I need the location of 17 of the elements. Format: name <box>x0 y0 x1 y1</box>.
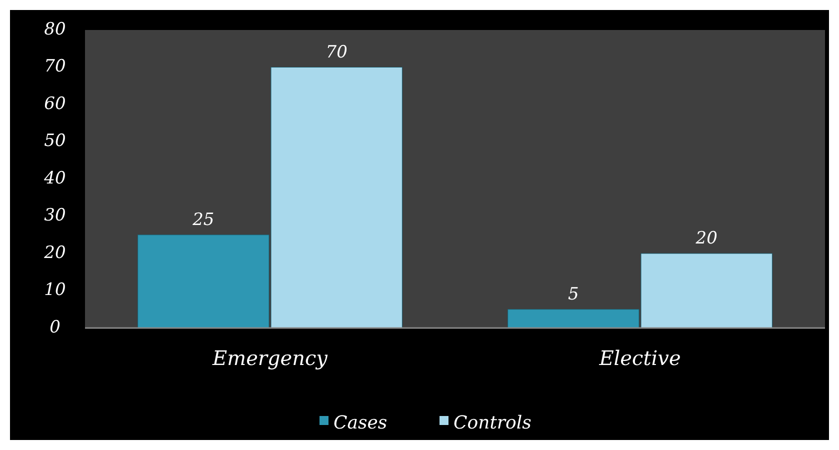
data-label: 25 <box>192 210 214 230</box>
x-tick-label: Emergency <box>212 346 328 370</box>
y-tick-label: 70 <box>44 56 66 77</box>
data-label: 70 <box>326 42 348 62</box>
data-label: 20 <box>694 228 718 248</box>
y-tick-label: 40 <box>43 168 66 188</box>
y-tick-label: 50 <box>44 131 66 152</box>
y-tick-label: 30 <box>44 206 66 226</box>
x-tick-label: Elective <box>598 346 681 370</box>
data-label: 5 <box>568 284 579 304</box>
y-tick-label: 10 <box>44 280 66 300</box>
y-tick-label: 20 <box>43 242 66 263</box>
legend-label: Controls <box>454 412 532 434</box>
y-tick-label: 80 <box>44 19 66 40</box>
y-tick-label: 60 <box>44 94 66 114</box>
y-tick-label: 0 <box>50 317 61 338</box>
legend-label: Cases <box>334 412 388 434</box>
